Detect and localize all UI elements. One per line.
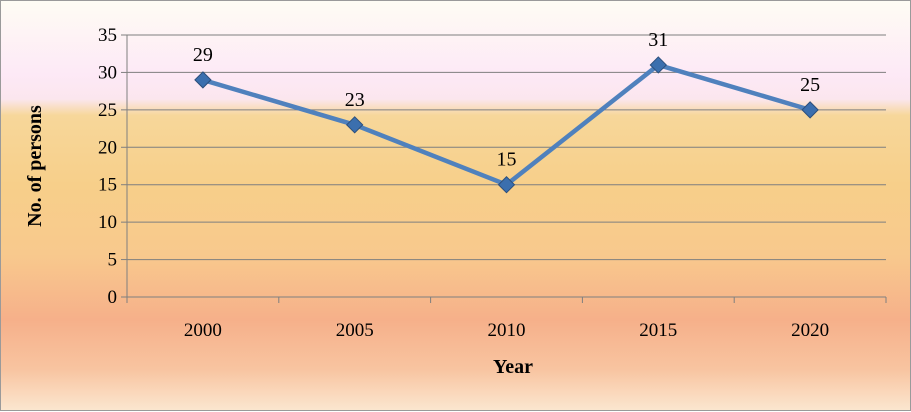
gridlines — [127, 34, 886, 261]
x-tick-label-2020: 2020 — [791, 320, 829, 341]
y-tick-label-20: 20 — [98, 137, 117, 158]
x-axis-title: Year — [493, 356, 533, 378]
data-point-2015 — [649, 56, 668, 74]
series-persons — [194, 56, 819, 194]
data-labels: 29 23 15 31 25 — [193, 29, 820, 171]
data-label-2015: 31 — [648, 29, 668, 51]
y-tick-label-25: 25 — [98, 100, 117, 121]
y-tick-label-5: 5 — [108, 250, 118, 271]
x-tick-label-2005: 2005 — [336, 320, 374, 341]
x-tick-label-2010: 2010 — [488, 320, 526, 341]
y-tick-label-15: 15 — [98, 175, 117, 196]
data-label-2010: 15 — [497, 149, 517, 171]
y-axis-title: No. of persons — [24, 105, 46, 227]
y-tick-label-10: 10 — [98, 212, 117, 233]
data-label-2000: 29 — [193, 44, 213, 66]
data-point-2005 — [345, 116, 364, 134]
data-point-2010 — [497, 176, 516, 194]
data-point-2000 — [194, 71, 212, 89]
y-tick-label-0: 0 — [108, 287, 118, 308]
data-label-2020: 25 — [800, 74, 820, 96]
data-point-2020 — [801, 101, 819, 119]
data-label-2005: 23 — [345, 89, 365, 111]
y-tick-label-30: 30 — [98, 62, 117, 83]
x-tick-label-2000: 2000 — [184, 320, 222, 341]
axes: 0 5 10 15 20 25 30 35 2000 2005 2010 2015 2020 — [98, 25, 887, 341]
x-tick-label-2015: 2015 — [639, 320, 677, 341]
y-tick-label-35: 35 — [98, 25, 117, 46]
